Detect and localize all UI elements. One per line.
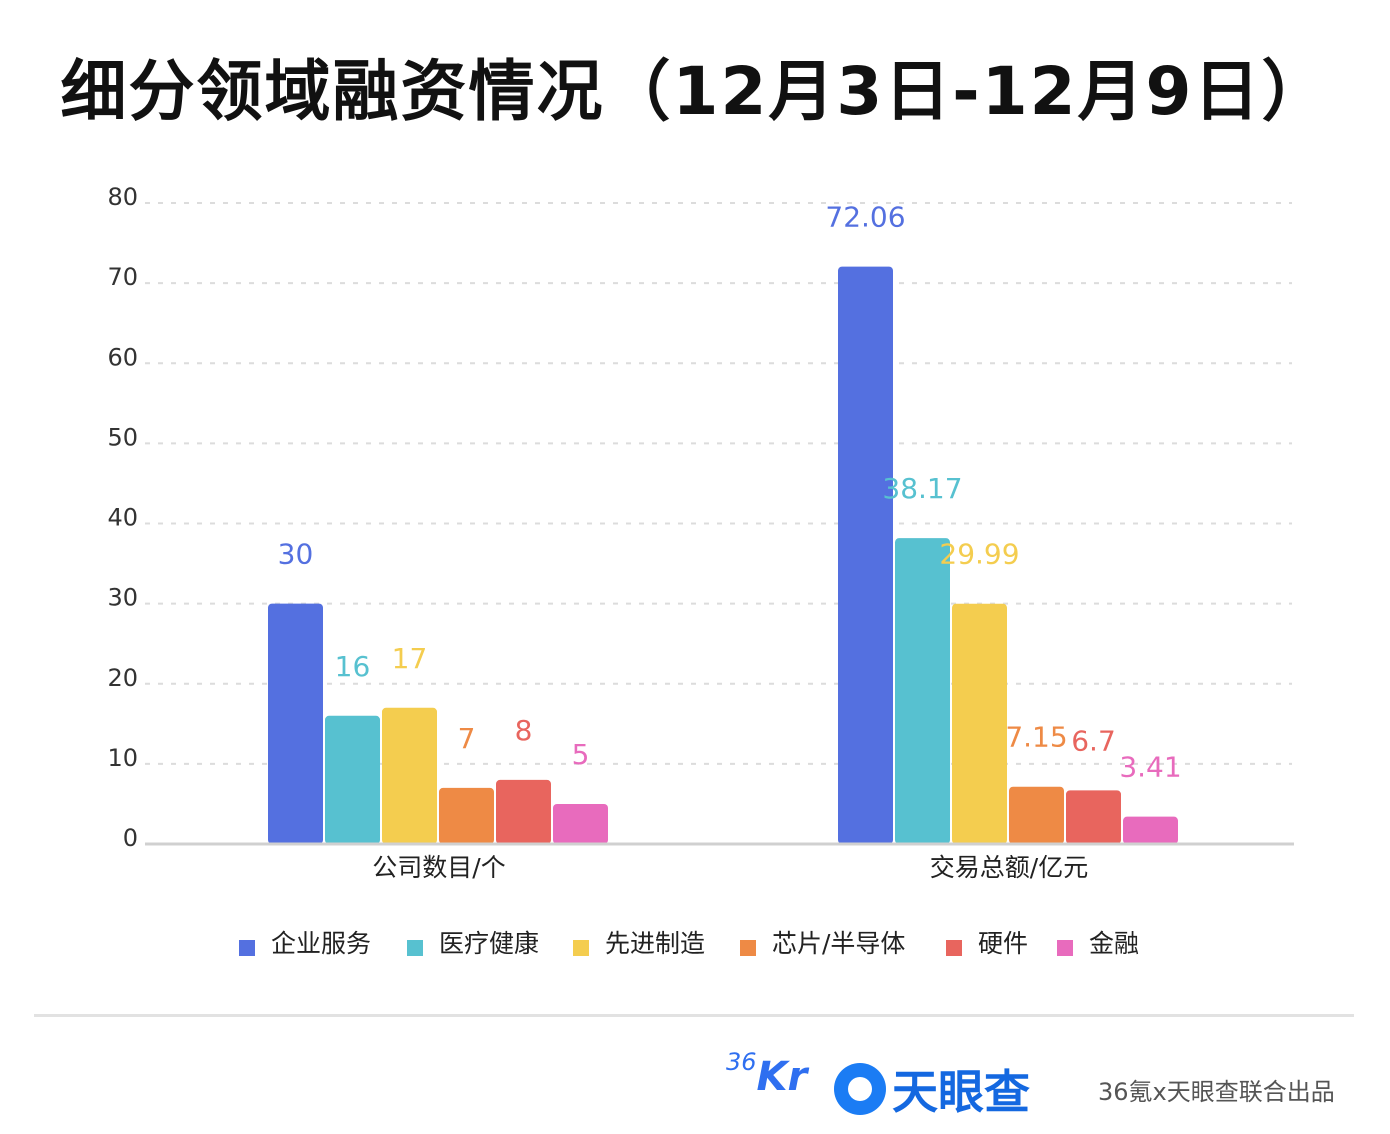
legend-item[interactable]: 芯片/半导体 [740,929,905,958]
x-tick-label: 公司数目/个 [372,853,505,882]
bar [1066,790,1121,844]
legend-item[interactable]: 医疗健康 [407,929,539,958]
y-tick-label: 70 [107,263,138,291]
legend-label: 芯片/半导体 [772,929,905,958]
bar [439,787,494,844]
x-tick-label: 交易总额/亿元 [930,853,1088,882]
y-tick-label: 10 [107,744,138,772]
bar-chart: 0 10 20 30 40 50 60 70 80 30 16 17 7 8 5 72.06 38.17 29.… [107,183,1294,958]
legend-label: 医疗健康 [439,929,539,958]
bar [895,538,950,844]
bar [382,707,437,844]
legend-label: 企业服务 [271,929,371,958]
legend[interactable]: 企业服务 医疗健康 先进制造 芯片/半导体 硬件 金融 [239,929,1139,958]
legend-swatch [946,940,962,956]
legend-item[interactable]: 先进制造 [573,929,705,958]
data-label: 7 [458,722,476,755]
y-tick-label: 50 [107,423,138,451]
bar [838,266,893,844]
data-label: 5 [572,738,590,771]
y-tick-label: 0 [123,824,138,852]
y-tick-label: 40 [107,504,138,532]
logo-36kr-superscript: 36 [726,1048,757,1076]
bar [496,779,551,844]
data-label: 17 [392,642,428,675]
y-tick-label: 30 [107,584,138,612]
tianyancha-logo-icon [834,1063,886,1115]
data-label: 7.15 [1005,721,1067,754]
y-tick-label: 80 [107,183,138,211]
legend-item[interactable]: 企业服务 [239,929,371,958]
legend-swatch [573,940,589,956]
logo-36kr: 36Kr [726,1048,807,1118]
data-label: 3.41 [1119,751,1181,784]
data-label: 30 [278,538,314,571]
legend-swatch [1057,940,1073,956]
x-axis: 公司数目/个 交易总额/亿元 [145,842,1294,882]
footer-divider [34,1014,1354,1017]
bar [952,603,1007,844]
data-label: 38.17 [882,472,962,505]
data-label: 8 [515,714,533,747]
legend-swatch [239,940,255,956]
y-tick-label: 60 [107,343,138,371]
bar [268,603,323,844]
legend-swatch [740,940,756,956]
data-label: 72.06 [825,201,905,234]
legend-item[interactable]: 硬件 [946,929,1028,958]
data-label: 29.99 [939,538,1019,571]
legend-label: 金融 [1089,929,1139,958]
bar [553,803,608,844]
bar [1009,786,1064,844]
data-label: 16 [335,650,371,683]
gridlines [145,202,1292,765]
logo-36kr-main: Kr [756,1054,808,1100]
bars [268,266,1178,844]
y-tick-label: 20 [107,664,138,692]
chart-title: 细分领域融资情况（12月3日-12月9日） [60,53,1330,130]
logo-tianyancha: 天眼查 [834,1054,1030,1124]
y-axis-ticks: 0 10 20 30 40 50 60 70 80 [107,183,138,852]
data-labels: 30 16 17 7 8 5 72.06 38.17 29.99 7.15 6.73.41 [278,201,1182,784]
legend-swatch [407,940,423,956]
bar [1123,816,1178,844]
bar [325,715,380,844]
legend-label: 先进制造 [605,929,705,958]
footer-credit: 36氪x天眼查联合出品 [1098,1078,1335,1106]
data-label: 6.7 [1071,724,1116,757]
logo-tianyancha-text: 天眼查 [892,1065,1030,1119]
legend-label: 硬件 [978,929,1028,958]
legend-item[interactable]: 金融 [1057,929,1139,958]
